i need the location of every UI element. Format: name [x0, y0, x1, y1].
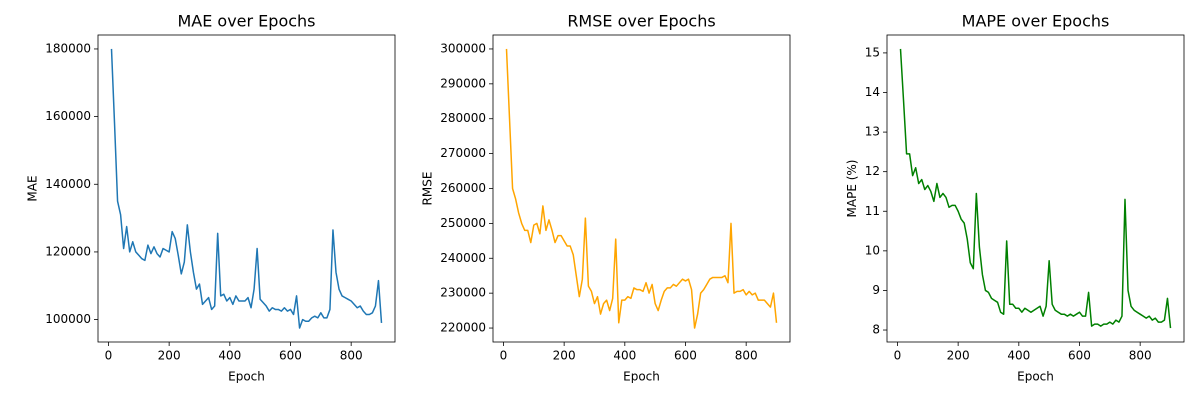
- x-tick-label: 600: [1068, 349, 1091, 363]
- x-tick-label: 200: [947, 349, 970, 363]
- plot-frame: [97, 34, 396, 343]
- y-tick-label: 11: [865, 204, 880, 218]
- y-tick-label: 9: [872, 283, 880, 297]
- x-tick-label: 200: [158, 349, 181, 363]
- chart-title: RMSE over Epochs: [567, 12, 715, 31]
- plot-frame: [886, 34, 1185, 343]
- x-tick-label: 800: [735, 349, 758, 363]
- y-tick-label: 300000: [440, 41, 486, 55]
- x-tick-label: 0: [500, 349, 508, 363]
- y-tick-label: 180000: [45, 41, 91, 55]
- y-axis-label: RMSE: [421, 172, 435, 206]
- y-tick-label: 100000: [45, 312, 91, 326]
- y-tick-label: 290000: [440, 76, 486, 90]
- x-tick-label: 400: [218, 349, 241, 363]
- y-tick-label: 270000: [440, 146, 486, 160]
- y-tick-label: 250000: [440, 216, 486, 230]
- x-tick-label: 400: [613, 349, 636, 363]
- y-tick-label: 240000: [440, 251, 486, 265]
- x-axis-label: Epoch: [1017, 370, 1054, 384]
- chart-title: MAPE over Epochs: [962, 12, 1110, 31]
- y-tick-label: 120000: [45, 244, 91, 258]
- x-tick-label: 0: [105, 349, 113, 363]
- y-tick-label: 10: [865, 243, 880, 257]
- x-tick-label: 800: [1129, 349, 1152, 363]
- y-tick-label: 160000: [45, 109, 91, 123]
- y-axis-label: MAPE (%): [845, 160, 859, 218]
- y-tick-label: 12: [865, 164, 880, 178]
- x-axis-label: Epoch: [228, 370, 265, 384]
- y-tick-label: 280000: [440, 111, 486, 125]
- y-tick-label: 13: [865, 125, 880, 139]
- y-tick-label: 14: [865, 85, 880, 99]
- x-axis-label: Epoch: [623, 370, 660, 384]
- x-tick-label: 200: [553, 349, 576, 363]
- y-tick-label: 15: [865, 45, 880, 59]
- data-line: [110, 48, 383, 329]
- y-tick-label: 230000: [440, 286, 486, 300]
- x-tick-label: 400: [1007, 349, 1030, 363]
- x-tick-label: 600: [279, 349, 302, 363]
- x-tick-label: 800: [340, 349, 363, 363]
- data-line: [899, 48, 1172, 329]
- y-axis-label: MAE: [26, 175, 40, 201]
- data-line: [505, 48, 778, 329]
- y-tick-label: 260000: [440, 181, 486, 195]
- y-tick-label: 8: [872, 323, 880, 337]
- y-tick-label: 140000: [45, 177, 91, 191]
- x-tick-label: 0: [894, 349, 902, 363]
- chart-title: MAE over Epochs: [177, 12, 315, 31]
- y-tick-label: 220000: [440, 321, 486, 335]
- plot-frame: [492, 34, 791, 343]
- x-tick-label: 600: [674, 349, 697, 363]
